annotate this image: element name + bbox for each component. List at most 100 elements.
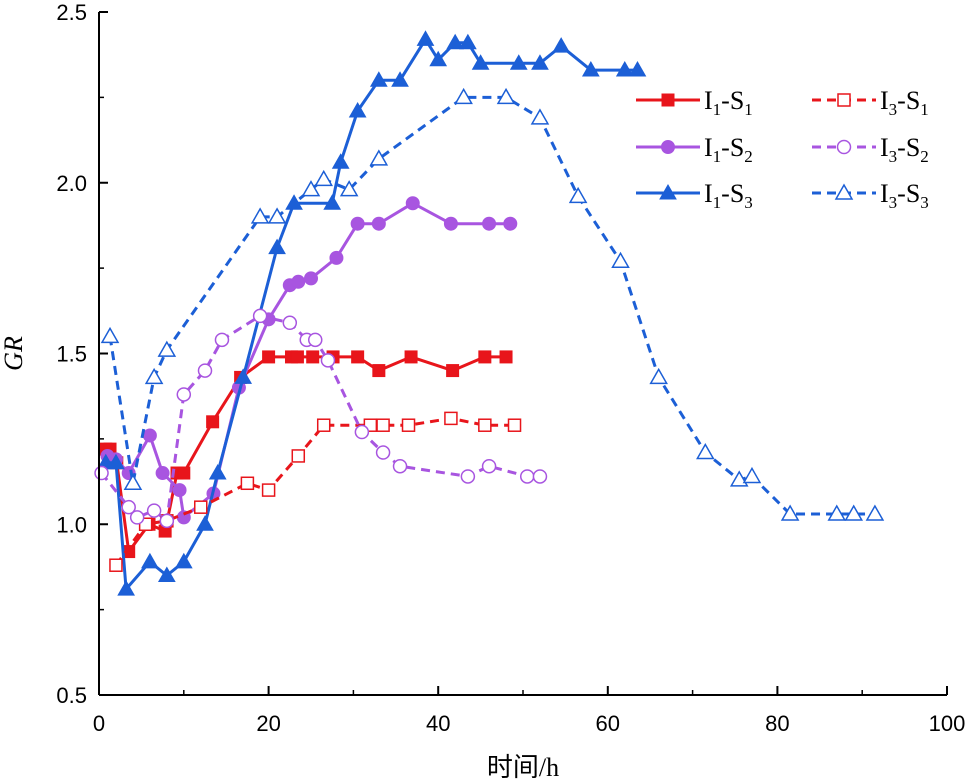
data-point <box>482 216 497 231</box>
data-point <box>401 418 416 432</box>
data-point <box>404 350 418 364</box>
data-point <box>443 216 458 231</box>
data-point <box>100 326 120 344</box>
data-point <box>478 350 492 364</box>
data-point <box>429 50 448 67</box>
data-point <box>177 466 191 480</box>
data-point <box>176 387 192 402</box>
data-point <box>252 308 268 324</box>
legend-marker <box>661 140 675 154</box>
x-tick-label: 20 <box>256 711 280 736</box>
data-point <box>844 504 864 521</box>
data-point <box>206 415 220 429</box>
data-point <box>141 552 159 569</box>
data-point <box>509 54 528 70</box>
data-point <box>496 87 516 105</box>
data-point <box>552 37 571 53</box>
data-point <box>320 353 336 368</box>
legend-marker <box>834 183 854 200</box>
legend-label: I1-S1 <box>704 86 753 119</box>
data-point <box>329 250 344 265</box>
legend-item-i3-s2: I3-S2 <box>812 133 929 166</box>
series-line <box>105 37 638 591</box>
data-point <box>444 411 458 426</box>
data-point <box>405 196 420 211</box>
data-point <box>615 61 634 77</box>
legend-label: I1-S2 <box>704 133 753 166</box>
data-point <box>301 180 321 197</box>
data-point <box>391 71 409 87</box>
data-point <box>369 71 388 87</box>
x-axis-title: 时间/h <box>487 753 559 781</box>
legend-marker <box>661 93 675 107</box>
data-point <box>581 61 600 77</box>
legend-marker <box>837 93 851 107</box>
data-point <box>507 418 522 432</box>
data-point <box>649 367 668 385</box>
data-point <box>827 504 847 521</box>
data-point <box>240 476 255 491</box>
data-point <box>865 504 885 521</box>
data-point <box>142 428 157 443</box>
data-point <box>174 552 193 569</box>
data-point <box>261 483 276 497</box>
data-point <box>499 350 513 364</box>
series-i1-s2 <box>100 196 518 525</box>
data-point <box>454 87 473 105</box>
data-point <box>107 453 125 470</box>
data-point <box>250 207 270 224</box>
data-point <box>519 469 535 484</box>
data-point <box>446 33 465 50</box>
data-point <box>350 216 365 231</box>
data-point <box>197 363 213 378</box>
data-point <box>481 458 497 474</box>
series-i1-s3 <box>96 30 647 596</box>
data-point <box>282 315 298 331</box>
data-point <box>146 503 162 518</box>
y-tick-label: 2.0 <box>56 171 87 196</box>
data-point <box>208 464 227 480</box>
x-tick-label: 60 <box>596 711 620 736</box>
data-point <box>696 443 715 460</box>
legend-marker <box>659 183 677 200</box>
legend-item-i3-s1: I3-S1 <box>812 86 929 119</box>
data-point <box>369 149 389 166</box>
y-axis-title: GR <box>0 336 28 371</box>
legend-marker <box>836 139 852 155</box>
data-point <box>267 207 287 224</box>
data-point <box>196 515 214 531</box>
data-point <box>780 504 800 521</box>
legend-item-i1-s2: I1-S2 <box>636 133 753 166</box>
data-point <box>331 153 350 169</box>
data-point <box>375 445 391 460</box>
data-point <box>348 102 367 118</box>
y-tick-label: 1.0 <box>56 512 87 537</box>
y-tick-label: 0.5 <box>56 683 87 708</box>
y-tick-label: 2.5 <box>56 0 87 25</box>
data-point <box>234 368 253 384</box>
legend-label: I1-S3 <box>704 179 753 212</box>
data-point <box>371 216 386 231</box>
data-point <box>155 466 170 481</box>
data-point <box>159 513 175 529</box>
data-point <box>117 580 135 596</box>
data-point <box>323 194 342 210</box>
data-point <box>531 54 549 70</box>
legend-item-i1-s1: I1-S1 <box>636 86 753 119</box>
data-point <box>121 499 136 515</box>
data-point <box>157 340 177 357</box>
x-tick-label: 40 <box>426 711 450 736</box>
legend: I1-S1 I1-S2 I1-S3 I3-S1 I3-S2 I3-S3 <box>636 86 929 212</box>
data-point <box>354 424 370 440</box>
legend-item-i1-s3: I1-S3 <box>636 179 753 212</box>
data-point <box>351 350 365 364</box>
legend-label: I3-S1 <box>880 86 929 119</box>
data-point <box>144 367 164 385</box>
data-point <box>194 500 208 514</box>
data-point <box>446 364 460 378</box>
x-tick-label: 0 <box>93 711 105 736</box>
y-tick-label: 1.5 <box>56 342 87 367</box>
